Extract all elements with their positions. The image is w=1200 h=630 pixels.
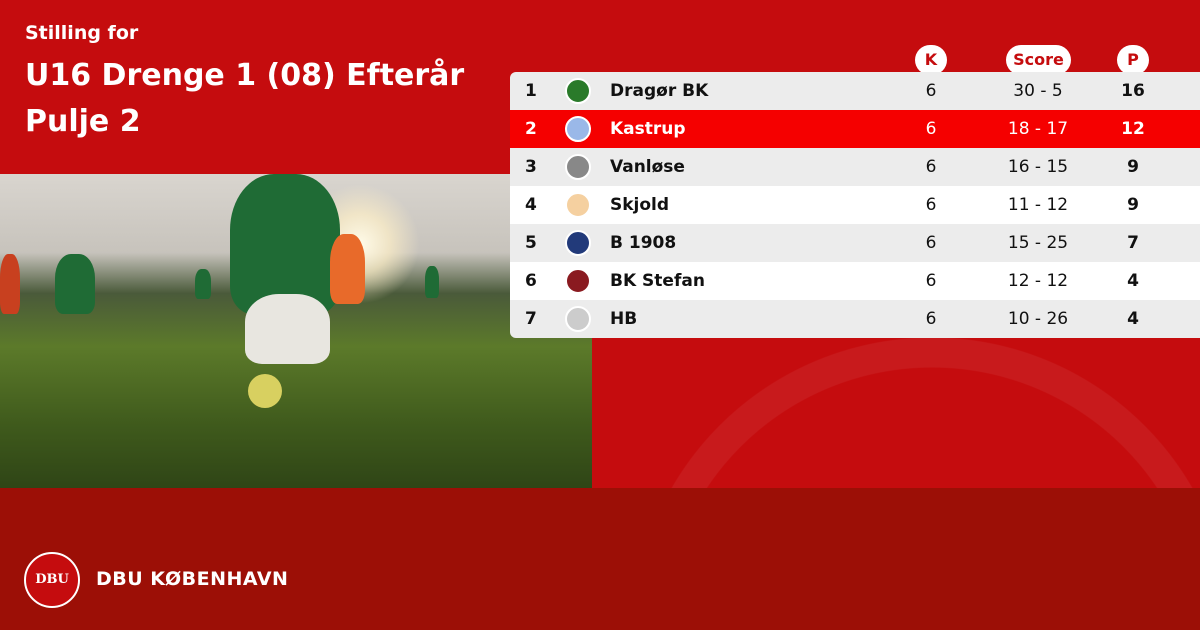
matches-played: 6 bbox=[925, 233, 937, 253]
matches-played: 6 bbox=[925, 271, 937, 291]
team-logo-icon bbox=[565, 116, 591, 142]
team-logo-icon bbox=[565, 192, 591, 218]
points: 4 bbox=[1127, 271, 1139, 291]
player bbox=[330, 234, 365, 304]
team-name: Skjold bbox=[610, 195, 670, 215]
score: 12 - 12 bbox=[1007, 271, 1069, 291]
ball bbox=[248, 374, 282, 408]
score: 16 - 15 bbox=[1007, 157, 1069, 177]
player bbox=[245, 294, 330, 364]
page-title: U16 Drenge 1 (08) Efterår bbox=[25, 58, 465, 93]
page-title-line2: Pulje 2 bbox=[25, 104, 141, 139]
score: 15 - 25 bbox=[1007, 233, 1069, 253]
column-header-score: Score bbox=[1006, 45, 1071, 75]
table-row: 4 Skjold 6 11 - 12 9 bbox=[510, 186, 1200, 224]
matches-played: 6 bbox=[925, 119, 937, 139]
position: 2 bbox=[525, 119, 537, 139]
dbu-logo: DBU bbox=[24, 552, 80, 608]
points: 4 bbox=[1127, 309, 1139, 329]
team-name: B 1908 bbox=[610, 233, 677, 253]
team-logo-icon bbox=[565, 268, 591, 294]
team-name: HB bbox=[610, 309, 638, 329]
team-name: Kastrup bbox=[610, 119, 686, 139]
matches-played: 6 bbox=[925, 81, 937, 101]
position: 1 bbox=[525, 81, 537, 101]
player bbox=[230, 174, 340, 314]
player bbox=[0, 254, 20, 314]
table-row: 2 Kastrup 6 18 - 17 12 bbox=[510, 110, 1200, 148]
points: 9 bbox=[1127, 195, 1139, 215]
player bbox=[195, 269, 211, 299]
table-row: 7 HB 6 10 - 26 4 bbox=[510, 300, 1200, 338]
team-logo-icon bbox=[565, 78, 591, 104]
score: 30 - 5 bbox=[1013, 81, 1063, 101]
player bbox=[55, 254, 95, 314]
position: 7 bbox=[525, 309, 537, 329]
score: 10 - 26 bbox=[1007, 309, 1069, 329]
score: 11 - 12 bbox=[1007, 195, 1069, 215]
team-name: Dragør BK bbox=[610, 81, 709, 101]
points: 16 bbox=[1121, 81, 1145, 101]
column-header-p: P bbox=[1117, 45, 1149, 75]
team-logo-icon bbox=[565, 154, 591, 180]
position: 3 bbox=[525, 157, 537, 177]
matches-played: 6 bbox=[925, 309, 937, 329]
table-row: 3 Vanløse 6 16 - 15 9 bbox=[510, 148, 1200, 186]
football-photo bbox=[0, 174, 592, 488]
subtitle: Stilling for bbox=[25, 22, 139, 44]
team-name: Vanløse bbox=[610, 157, 685, 177]
table-row: 5 B 1908 6 15 - 25 7 bbox=[510, 224, 1200, 262]
player bbox=[425, 266, 439, 298]
points: 12 bbox=[1121, 119, 1145, 139]
brand-name: DBU KØBENHAVN bbox=[96, 568, 289, 590]
table-row: 6 BK Stefan 6 12 - 12 4 bbox=[510, 262, 1200, 300]
column-header-k: K bbox=[915, 45, 947, 75]
team-logo-icon bbox=[565, 230, 591, 256]
dbu-watermark bbox=[592, 338, 1200, 488]
team-logo-icon bbox=[565, 306, 591, 332]
matches-played: 6 bbox=[925, 157, 937, 177]
points: 9 bbox=[1127, 157, 1139, 177]
standings-table: 1 Dragør BK 6 30 - 5 16 2 Kastrup 6 18 - 17 12 3 Va… bbox=[510, 72, 1200, 338]
table-row: 1 Dragør BK 6 30 - 5 16 bbox=[510, 72, 1200, 110]
position: 5 bbox=[525, 233, 537, 253]
matches-played: 6 bbox=[925, 195, 937, 215]
position: 4 bbox=[525, 195, 537, 215]
footer-band bbox=[0, 488, 1200, 630]
score: 18 - 17 bbox=[1007, 119, 1069, 139]
team-name: BK Stefan bbox=[610, 271, 705, 291]
points: 7 bbox=[1127, 233, 1139, 253]
position: 6 bbox=[525, 271, 537, 291]
